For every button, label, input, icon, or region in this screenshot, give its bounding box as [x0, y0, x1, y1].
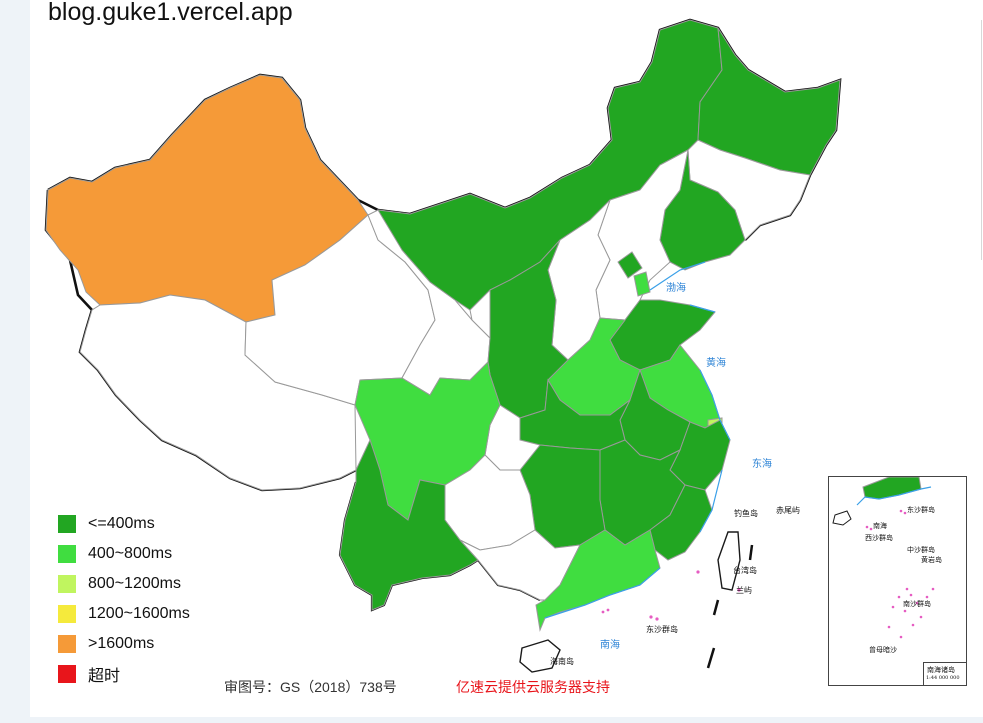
label-donghai: 东海 [752, 455, 772, 470]
inset-scale-title: 南海诸岛 [927, 665, 955, 675]
legend-item: <=400ms [58, 509, 190, 539]
label-dongsha: 东沙群岛 [646, 624, 678, 635]
map-approval-number: 审图号：GS（2018）738号 [224, 677, 397, 697]
legend-label: 800~1200ms [88, 575, 181, 593]
label-chiweiyu: 赤尾屿 [776, 505, 800, 516]
label-taiwan: 台湾岛 [733, 565, 757, 576]
inset-label-nansha: 南沙群岛 [903, 599, 931, 609]
inset-coast [863, 477, 921, 499]
legend-item: 1200~1600ms [58, 599, 190, 629]
inset-hainan [833, 511, 851, 525]
legend-item: 400~800ms [58, 539, 190, 569]
legend-swatch [58, 515, 76, 533]
label-nanhai: 南海 [600, 636, 620, 651]
inset-label-huangyan: 黄岩岛 [921, 555, 942, 565]
label-diaoyudao: 钓鱼岛 [734, 508, 758, 519]
legend-label: 超时 [88, 662, 120, 686]
legend-label: 400~800ms [88, 545, 172, 563]
label-bohai: 渤海 [666, 279, 686, 294]
inset-label-zengmu: 曾母暗沙 [869, 645, 897, 655]
region-taiwan [718, 532, 740, 590]
inset-scale-ratio: 1:44 000 000 [926, 675, 960, 681]
label-hainan: 海南岛 [550, 656, 574, 667]
legend-label: >1600ms [88, 635, 154, 653]
legend-swatch [58, 575, 76, 593]
inset-label-xisha: 西沙群岛 [865, 533, 893, 543]
label-huanghai: 黄海 [706, 354, 726, 369]
inset-label-nanhai: 南海 [873, 521, 887, 531]
legend-swatch [58, 665, 76, 683]
inset-scale-box: 南海诸岛 1:44 000 000 [923, 662, 966, 685]
sponsor-link[interactable]: 亿速云提供云服务器支持 [456, 677, 610, 697]
legend-swatch [58, 605, 76, 623]
south-china-sea-inset: 东沙群岛 西沙群岛 南海 中沙群岛 黄岩岛 南沙群岛 曾母暗沙 南海诸岛 1:4… [828, 476, 967, 686]
legend-swatch [58, 545, 76, 563]
legend-swatch [58, 635, 76, 653]
legend-item: 超时 [58, 659, 190, 689]
latency-legend: <=400ms 400~800ms 800~1200ms 1200~1600ms… [58, 509, 190, 689]
legend-item: >1600ms [58, 629, 190, 659]
legend-label: 1200~1600ms [88, 605, 190, 623]
inset-label-zhongsha: 中沙群岛 [907, 545, 935, 555]
legend-item: 800~1200ms [58, 569, 190, 599]
legend-label: <=400ms [88, 515, 155, 533]
inset-map [829, 477, 966, 685]
label-lanyu: 兰屿 [736, 585, 752, 596]
inset-label-dongsha: 东沙群岛 [907, 505, 935, 515]
